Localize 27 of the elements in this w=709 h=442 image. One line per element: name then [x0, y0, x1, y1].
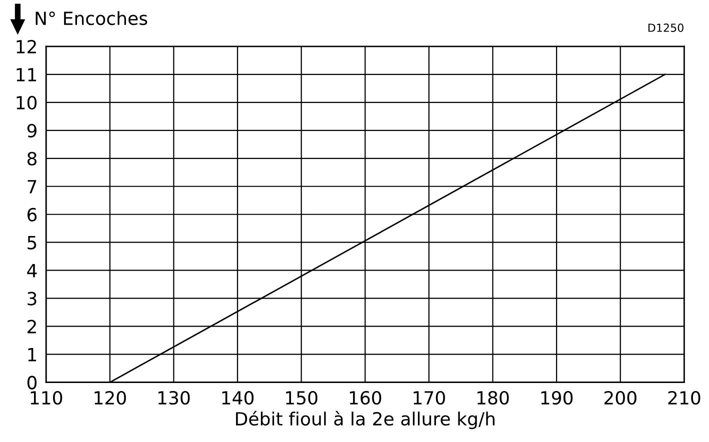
- y-tick-label: 10: [16, 96, 37, 110]
- x-tick-label: 150: [286, 390, 318, 405]
- y-tick-label: 12: [16, 40, 36, 54]
- y-tick-label: 2: [28, 320, 36, 334]
- y-axis-title: N° Encoches: [36, 11, 148, 26]
- x-tick-label: 160: [350, 390, 382, 405]
- y-tick-label: 9: [27, 124, 36, 138]
- x-tick-label: 200: [604, 390, 636, 405]
- x-tick-label: 140: [222, 390, 254, 405]
- y-tick-label: 1: [28, 348, 36, 362]
- y-tick-label: 7: [28, 180, 36, 194]
- x-tick-label: 130: [158, 390, 190, 405]
- y-tick-label: 4: [27, 264, 37, 278]
- y-tick-label: 6: [28, 208, 37, 222]
- x-tick-label: 170: [414, 390, 445, 405]
- x-tick-label: 180: [478, 390, 509, 405]
- y-tick-label: 5: [28, 236, 36, 250]
- x-tick-label: 190: [541, 390, 573, 405]
- y-tick-label: 3: [28, 292, 36, 306]
- x-axis-title: Débit fioul à la 2e allure kg/h: [236, 410, 494, 430]
- x-tick-label: 210: [668, 390, 700, 405]
- text: D1250: [648, 24, 684, 32]
- y-tick-label: 8: [27, 152, 37, 166]
- x-tick-label: 120: [94, 390, 126, 405]
- y-tick-label: 11: [16, 68, 36, 82]
- x-tick-label: 110: [30, 390, 62, 405]
- y-tick-label: 0: [27, 376, 37, 390]
